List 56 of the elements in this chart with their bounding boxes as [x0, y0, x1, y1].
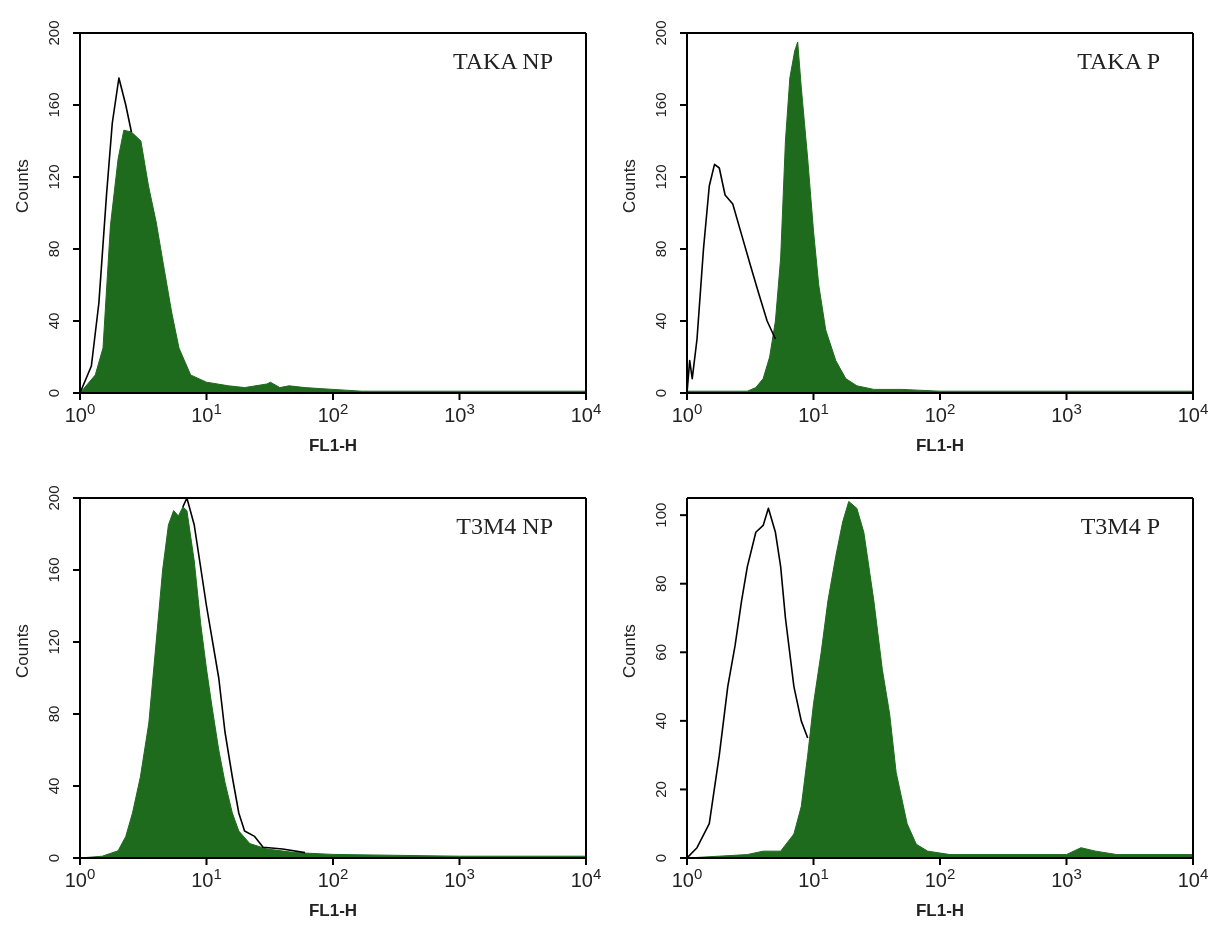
y-tick-label: 160	[45, 557, 62, 583]
x-tick-label: 10$^{2}$	[924, 399, 956, 426]
y-tick-label: 0	[45, 388, 62, 398]
y-tick-label: 200	[45, 485, 62, 511]
y-tick-label: 80	[45, 240, 62, 258]
text: T3M4 NP	[456, 513, 553, 540]
x-tick-label: 10$^{2}$	[924, 864, 956, 891]
x-axis-title: FL1-H	[915, 901, 965, 920]
x-tick-label: 10$^{1}$	[798, 399, 829, 426]
x-tick-label: 10$^{0}$	[64, 864, 96, 891]
y-tick-label: 160	[652, 92, 669, 118]
x-axis-title: FL1-H	[308, 436, 358, 455]
y-tick-label: 80	[45, 705, 62, 723]
y-tick-label: 200	[652, 20, 669, 46]
y-tick-label: 200	[45, 20, 62, 46]
y-tick-label: 0	[652, 388, 669, 398]
x-tick-label: 10$^{0}$	[671, 399, 703, 426]
y-tick-label: 40	[45, 777, 62, 795]
x-tick-label: 10$^{4}$	[570, 399, 602, 426]
x-tick-label: 10$^{2}$	[317, 399, 349, 426]
x-tick-label: 10$^{3}$	[444, 399, 475, 426]
y-tick-label: 60	[652, 643, 669, 661]
y-tick-label: 0	[652, 853, 669, 863]
y-tick-label: 80	[652, 240, 669, 258]
x-tick-label: 10$^{2}$	[317, 864, 349, 891]
x-tick-label: 10$^{3}$	[1051, 399, 1082, 426]
y-tick-label: 20	[652, 781, 669, 798]
y-tick-label: 120	[652, 164, 669, 190]
x-tick-label: 10$^{1}$	[798, 864, 829, 891]
y-axis-title: Counts	[13, 159, 33, 213]
x-tick-label: 10$^{0}$	[64, 399, 96, 426]
y-axis-title: Counts	[620, 624, 640, 678]
x-tick-label: 10$^{3}$	[444, 864, 475, 891]
y-tick-label: 120	[45, 629, 62, 655]
x-tick-label: 10$^{4}$	[1177, 864, 1209, 891]
x-tick-label: 10$^{0}$	[671, 864, 703, 891]
y-tick-label: 0	[45, 853, 62, 863]
text: TAKA NP	[452, 48, 553, 75]
y-tick-label: 40	[45, 312, 62, 330]
x-axis-title: FL1-H	[915, 436, 965, 455]
x-axis-title: FL1-H	[308, 901, 358, 920]
text: T3M4 P	[1080, 513, 1160, 540]
y-tick-label: 120	[45, 164, 62, 190]
x-tick-label: 10$^{3}$	[1051, 864, 1082, 891]
y-tick-label: 80	[652, 575, 669, 593]
y-tick-label: 160	[45, 92, 62, 118]
x-tick-label: 10$^{4}$	[570, 864, 602, 891]
x-tick-label: 10$^{1}$	[191, 399, 222, 426]
y-tick-label: 40	[652, 312, 669, 330]
x-tick-label: 10$^{4}$	[1177, 399, 1209, 426]
y-axis-title: Counts	[13, 624, 33, 678]
y-tick-label: 40	[652, 712, 669, 730]
text: TAKA P	[1077, 48, 1160, 75]
y-axis-title: Counts	[620, 159, 640, 213]
y-tick-label: 100	[652, 502, 669, 528]
x-tick-label: 10$^{1}$	[191, 864, 222, 891]
